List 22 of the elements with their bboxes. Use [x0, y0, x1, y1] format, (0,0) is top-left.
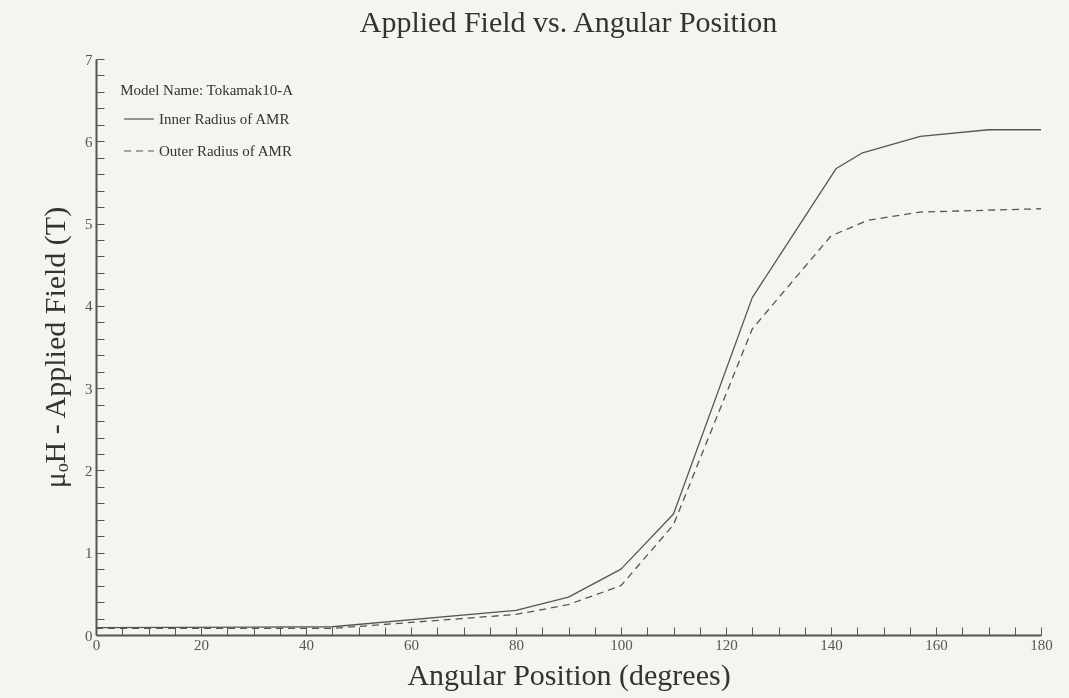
y-tick-label: 1 — [85, 545, 93, 562]
x-axis-title: Angular Position (degrees) — [407, 657, 731, 692]
y-axis-title: μₒH - Applied Field (T) — [38, 206, 72, 489]
x-tick-label: 100 — [610, 636, 633, 653]
x-tick-label: 120 — [715, 636, 738, 653]
y-tick-label: 3 — [85, 380, 93, 397]
x-tick-label: 180 — [1030, 636, 1053, 653]
y-tick-label: 2 — [85, 462, 93, 479]
x-tick-label: 160 — [925, 636, 948, 653]
x-tick-label: 140 — [820, 636, 843, 653]
y-tick-label: 4 — [85, 298, 93, 315]
x-tick-label: 20 — [194, 636, 209, 653]
legend-label: Outer Radius of AMR — [159, 143, 292, 159]
y-tick-label: 5 — [85, 216, 93, 233]
legend-title: Model Name: Tokamak10-A — [120, 82, 294, 98]
legend-label: Inner Radius of AMR — [159, 111, 290, 127]
x-tick-label: 40 — [299, 636, 314, 653]
y-tick-label: 7 — [85, 51, 93, 68]
y-tick-label: 6 — [85, 133, 93, 150]
chart-title: Applied Field vs. Angular Position — [359, 5, 778, 38]
x-tick-label: 80 — [509, 636, 524, 653]
x-tick-label: 60 — [404, 636, 419, 653]
